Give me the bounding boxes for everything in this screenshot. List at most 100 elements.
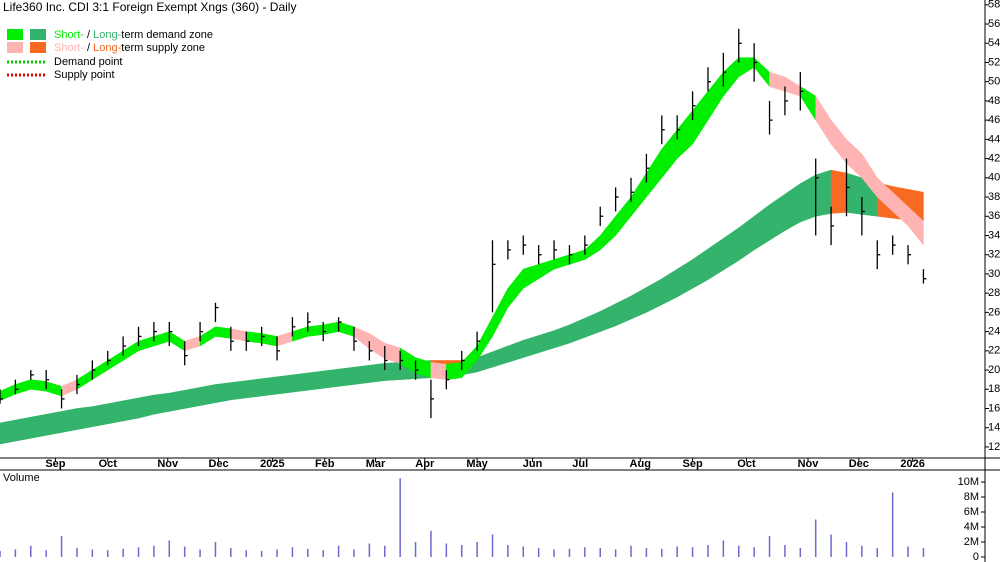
legend-text: Short- / Long-term supply zone xyxy=(54,42,205,54)
y-tick-label: 58 xyxy=(988,0,1000,11)
volume-bar xyxy=(153,545,155,557)
long-zone xyxy=(707,237,724,281)
short-zone xyxy=(322,321,339,335)
volume-bar xyxy=(414,542,417,557)
volume-bar xyxy=(199,549,201,557)
long-zone xyxy=(153,392,170,415)
x-tick-label: Mar xyxy=(366,458,386,470)
short-zone xyxy=(169,331,185,352)
long-zone xyxy=(646,278,663,313)
y-tick-label: 24 xyxy=(988,326,1000,338)
y-tick-label: 30 xyxy=(988,268,1000,280)
volume-bar xyxy=(922,548,925,557)
volume-bar xyxy=(491,534,494,557)
short-zone xyxy=(199,326,216,347)
volume-bar xyxy=(568,548,571,557)
short-zone xyxy=(784,76,801,97)
long-zone xyxy=(0,419,16,445)
volume-bar xyxy=(353,549,355,557)
volume-bar xyxy=(60,536,63,557)
y-tick-label: 38 xyxy=(988,191,1000,203)
long-zone xyxy=(830,169,847,214)
short-zone xyxy=(76,369,93,390)
long-zone xyxy=(322,368,339,389)
x-tick-label: Dec xyxy=(208,458,228,470)
long-zone xyxy=(692,248,709,289)
long-zone xyxy=(815,169,832,217)
y-tick-label: 54 xyxy=(988,37,1000,49)
legend: Short- / Long-term demand zone Short- / … xyxy=(7,29,213,81)
legend-swatch xyxy=(30,29,46,40)
volume-bar xyxy=(260,551,263,557)
volume-bar xyxy=(91,549,94,557)
y-tick-label: 56 xyxy=(988,18,1000,30)
volume-bar xyxy=(722,540,725,557)
short-zone xyxy=(630,172,647,217)
short-zone xyxy=(599,215,616,251)
volume-bar xyxy=(430,530,432,557)
y-tick-label: 40 xyxy=(988,172,1000,184)
short-zone xyxy=(184,336,201,352)
y-tick-label: 46 xyxy=(988,114,1000,126)
short-zone xyxy=(584,234,601,260)
volume-bar xyxy=(861,545,863,557)
x-tick-label: Oct xyxy=(99,458,118,470)
long-zone xyxy=(353,364,370,385)
legend-text: Demand point xyxy=(54,56,123,68)
short-zone xyxy=(830,119,847,165)
short-zone xyxy=(707,71,724,122)
volume-bar xyxy=(584,547,586,557)
long-zone xyxy=(276,374,293,395)
long-zone xyxy=(846,172,863,215)
volume-bar xyxy=(445,543,448,557)
short-zone xyxy=(661,129,678,179)
volume-tick-label: 6M xyxy=(964,506,979,518)
short-zone xyxy=(369,333,386,359)
short-zone xyxy=(646,148,663,198)
volume-bar xyxy=(245,550,247,557)
volume-bar xyxy=(522,546,525,557)
volume-bar xyxy=(368,543,371,557)
long-zone xyxy=(507,339,524,363)
short-zone xyxy=(676,109,693,160)
volume-bar xyxy=(707,545,709,557)
x-tick-label: Sep xyxy=(45,458,65,470)
short-zone xyxy=(430,362,447,380)
volume-bar xyxy=(399,478,401,557)
long-zone xyxy=(199,384,216,406)
volume-tick-label: 8M xyxy=(964,491,979,503)
short-zone xyxy=(492,288,509,337)
volume-bar xyxy=(30,545,32,557)
short-zone xyxy=(122,340,139,361)
long-zone xyxy=(76,406,93,430)
volume-bar xyxy=(122,548,124,557)
x-tick-label: Aug xyxy=(630,458,651,470)
long-zone xyxy=(784,183,801,232)
volume-bar xyxy=(845,542,848,557)
y-tick-label: 44 xyxy=(988,133,1000,145)
volume-bar xyxy=(384,545,386,557)
long-zone xyxy=(523,335,539,358)
volume-tick-label: 0 xyxy=(973,551,979,562)
volume-bar xyxy=(45,550,47,557)
volume-bar xyxy=(599,548,601,557)
long-zone xyxy=(292,372,309,393)
short-zone xyxy=(538,259,555,280)
volume-bar xyxy=(0,551,1,557)
long-zone xyxy=(492,345,509,368)
volume-bar xyxy=(784,545,786,557)
long-zone xyxy=(338,366,355,387)
long-zone xyxy=(138,394,155,419)
short-zone xyxy=(292,326,309,342)
volume-tick-label: 10M xyxy=(958,476,979,488)
y-tick-label: 36 xyxy=(988,210,1000,222)
long-zone xyxy=(615,295,632,327)
y-tick-label: 50 xyxy=(988,76,1000,88)
short-zone xyxy=(769,71,786,92)
long-zone xyxy=(661,268,678,306)
short-zone xyxy=(338,321,355,337)
chart-title: Life360 Inc. CDI 3:1 Foreign Exempt Xngs… xyxy=(3,0,296,14)
short-zone xyxy=(61,379,78,397)
x-tick-label: 2026 xyxy=(900,458,924,470)
x-tick-label: May xyxy=(466,458,488,470)
